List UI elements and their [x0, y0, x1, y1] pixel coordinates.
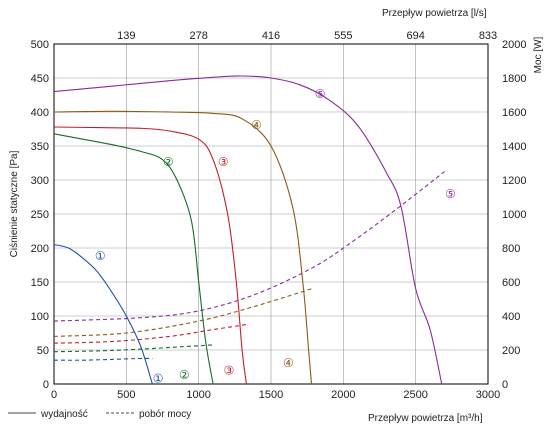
x-tick-label: 3000	[476, 389, 500, 401]
x-top-axis-label: Przepływ powietrza [l/s]	[382, 8, 487, 19]
series-markers: ① ① ② ② ③ ③ ④ ④ ⑤ ⑤	[95, 87, 456, 386]
y-right-tick-label: 1000	[502, 209, 526, 221]
legend-solid-label: wydajność	[40, 409, 88, 420]
x-axis-label: Przepływ powietrza [m³/h]	[368, 413, 483, 424]
power-series-marker-4: ④	[283, 356, 294, 370]
x-top-tick-label: 694	[406, 30, 424, 42]
y-right-tick-label: 400	[502, 311, 520, 323]
power-line-3	[53, 323, 247, 344]
power-series-group	[53, 171, 445, 361]
power-line-2	[53, 344, 214, 353]
y-tick-label: 250	[31, 209, 49, 221]
legend-dashed-label: pobór mocy	[139, 409, 191, 420]
x-tick-label: 1500	[259, 389, 283, 401]
x-axis-ticks: 0 500 1000 1500 2000 2500 3000	[51, 389, 500, 401]
x-tick-label: 500	[117, 389, 135, 401]
power-line-1	[53, 357, 153, 361]
x-top-axis-ticks: 139 278 416 555 694 833	[117, 30, 497, 42]
y-right-axis-label: Moc [W]	[533, 36, 544, 73]
pressure-series-marker-1: ①	[95, 249, 106, 263]
y-right-tick-label: 800	[502, 243, 520, 255]
y-tick-label: 50	[37, 345, 49, 357]
x-top-tick-label: 278	[189, 30, 207, 42]
power-series-marker-1: ①	[153, 372, 164, 386]
pressure-series-group	[53, 75, 443, 385]
power-line-4	[53, 288, 312, 337]
plot-frame	[53, 43, 489, 385]
pressure-line-1	[53, 244, 153, 385]
y-tick-label: 300	[31, 175, 49, 187]
y-tick-label: 500	[31, 39, 49, 51]
y-right-tick-label: 1800	[502, 73, 526, 85]
y-tick-label: 150	[31, 277, 49, 289]
x-top-tick-label: 139	[117, 30, 135, 42]
y-tick-label: 350	[31, 141, 49, 153]
y-right-tick-label: 600	[502, 277, 520, 289]
pressure-line-2	[53, 133, 214, 385]
y-axis-label: Ciśnienie statyczne [Pa]	[9, 150, 20, 257]
legend: wydajność pobór mocy	[8, 409, 191, 420]
pressure-series-marker-2: ②	[163, 155, 174, 169]
y-tick-label: 400	[31, 107, 49, 119]
y-right-tick-label: 2000	[502, 39, 526, 51]
x-top-tick-label: 555	[334, 30, 352, 42]
power-series-marker-5: ⑤	[445, 187, 456, 201]
pressure-line-4	[53, 110, 313, 385]
y-right-tick-label: 1200	[502, 175, 526, 187]
x-tick-label: 2500	[403, 389, 427, 401]
x-tick-label: 2000	[331, 389, 355, 401]
power-series-marker-2: ②	[179, 368, 190, 382]
x-tick-label: 1000	[186, 389, 210, 401]
y-tick-label: 450	[31, 73, 49, 85]
pressure-line-3	[53, 126, 247, 385]
y-right-tick-label: 1400	[502, 141, 526, 153]
pressure-series-marker-3: ③	[218, 155, 229, 169]
x-tick-label: 0	[51, 389, 57, 401]
pressure-series-marker-4: ④	[251, 118, 262, 132]
x-top-tick-label: 416	[262, 30, 280, 42]
y-axis-ticks: 0 50 100 150 200 250 300 350 400 450 500	[31, 39, 49, 391]
pressure-line-5	[53, 75, 443, 385]
y-right-tick-label: 0	[502, 379, 508, 391]
y-tick-label: 100	[31, 311, 49, 323]
y-right-tick-label: 200	[502, 345, 520, 357]
y-right-tick-label: 1600	[502, 107, 526, 119]
y-right-axis-ticks: 0 200 400 600 800 1000 1200 1400 1600 1800 2000	[502, 39, 526, 391]
y-tick-label: 0	[43, 379, 49, 391]
power-series-marker-3: ③	[224, 364, 235, 378]
power-line-5	[53, 171, 445, 322]
y-tick-label: 200	[31, 243, 49, 255]
x-top-tick-label: 833	[479, 30, 497, 42]
pressure-series-marker-5: ⑤	[315, 87, 326, 101]
